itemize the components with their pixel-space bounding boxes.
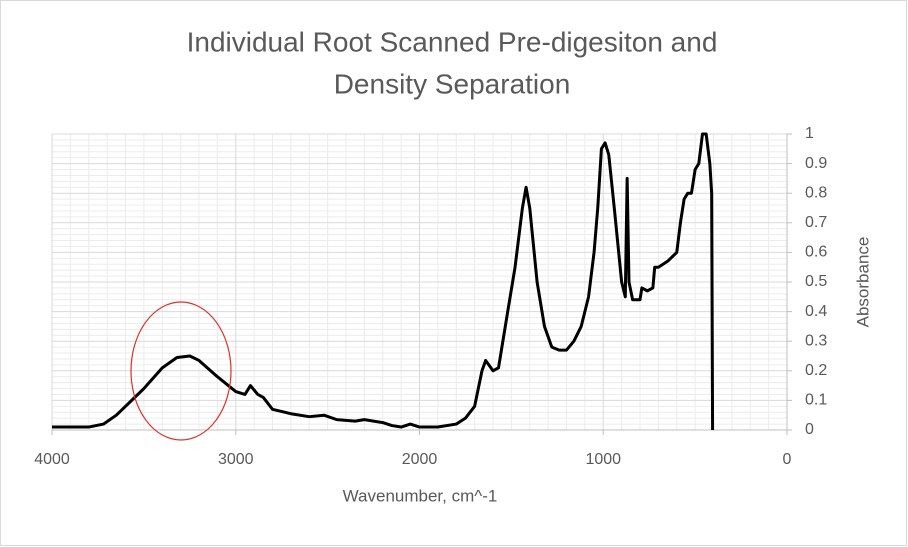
y-tick-label: 0.1 <box>805 392 827 409</box>
y-tick-label: 0.8 <box>805 184 827 201</box>
y-tick-label: 0 <box>805 421 814 438</box>
y-tick-label: 0.2 <box>805 362 827 379</box>
y-tick-label: 0.3 <box>805 332 827 349</box>
y-tick-label: 0.6 <box>805 244 827 261</box>
y-tick-label: 0.4 <box>805 303 827 320</box>
chart-title: Individual Root Scanned Pre-digesiton an… <box>187 26 718 57</box>
y-tick-label: 0.7 <box>805 214 827 231</box>
y-tick-label: 0.9 <box>805 155 827 172</box>
x-tick-label: 4000 <box>34 451 70 468</box>
spectrum-line <box>52 132 715 431</box>
x-axis-title: Wavenumber, cm^-1 <box>343 486 498 505</box>
plot-area: 0 0.1 0.2 0.3 0.4 0.5 0.6 0.7 0.8 0.9 1 4000 3000 200… <box>34 125 827 468</box>
x-tick-label: 0 <box>783 451 792 468</box>
highlight-ellipse <box>130 301 232 441</box>
x-tick-label: 1000 <box>585 451 621 468</box>
chart-title: Density Separation <box>334 68 571 99</box>
y-tick-label: 0.5 <box>805 273 827 290</box>
y-axis-title: Absorbance <box>853 237 872 328</box>
y-tick-label: 1 <box>805 125 814 142</box>
x-tick-label: 3000 <box>218 451 254 468</box>
x-tick-label: 2000 <box>402 451 438 468</box>
